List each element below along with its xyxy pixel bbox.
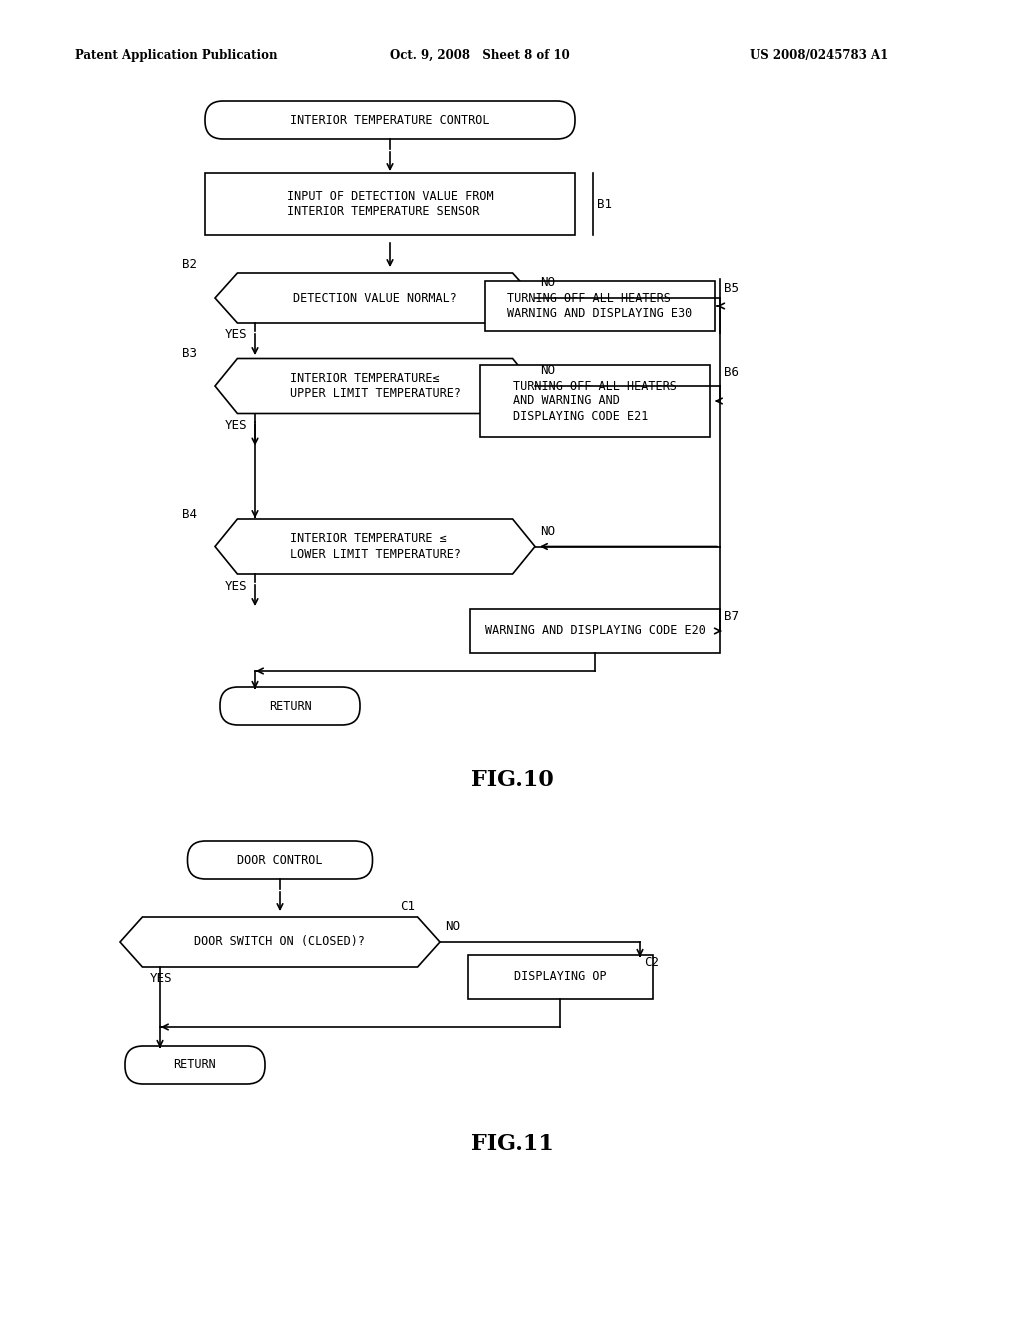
Text: TURNING OFF ALL HEATERS
AND WARNING AND
DISPLAYING CODE E21: TURNING OFF ALL HEATERS AND WARNING AND … xyxy=(513,380,677,422)
Bar xyxy=(480,366,710,437)
FancyBboxPatch shape xyxy=(187,841,373,879)
Text: YES: YES xyxy=(225,418,248,432)
Text: B5: B5 xyxy=(724,282,739,296)
FancyBboxPatch shape xyxy=(205,102,575,139)
Text: YES: YES xyxy=(150,973,172,986)
Bar xyxy=(470,609,720,653)
Polygon shape xyxy=(120,917,440,968)
Text: INTERIOR TEMPERATURE ≤
LOWER LIMIT TEMPERATURE?: INTERIOR TEMPERATURE ≤ LOWER LIMIT TEMPE… xyxy=(290,532,461,561)
Text: B7: B7 xyxy=(724,610,739,623)
Text: YES: YES xyxy=(225,579,248,593)
Text: NO: NO xyxy=(540,525,555,539)
Text: Patent Application Publication: Patent Application Publication xyxy=(75,49,278,62)
Text: B2: B2 xyxy=(182,259,197,272)
Text: FIG.10: FIG.10 xyxy=(471,770,553,791)
FancyBboxPatch shape xyxy=(220,686,360,725)
Text: DISPLAYING OP: DISPLAYING OP xyxy=(514,970,606,983)
FancyBboxPatch shape xyxy=(125,1045,265,1084)
Text: INTERIOR TEMPERATURE CONTROL: INTERIOR TEMPERATURE CONTROL xyxy=(290,114,489,127)
Text: NO: NO xyxy=(445,920,460,933)
Text: DOOR SWITCH ON (CLOSED)?: DOOR SWITCH ON (CLOSED)? xyxy=(195,936,366,949)
Bar xyxy=(468,954,652,999)
Text: RETURN: RETURN xyxy=(174,1059,216,1072)
Text: DOOR CONTROL: DOOR CONTROL xyxy=(238,854,323,866)
Text: INPUT OF DETECTION VALUE FROM
INTERIOR TEMPERATURE SENSOR: INPUT OF DETECTION VALUE FROM INTERIOR T… xyxy=(287,190,494,218)
Text: B6: B6 xyxy=(724,367,739,380)
Text: B3: B3 xyxy=(182,347,197,360)
Text: B1: B1 xyxy=(597,198,612,210)
Bar xyxy=(205,173,575,235)
Text: FIG.11: FIG.11 xyxy=(471,1133,553,1155)
Text: YES: YES xyxy=(225,329,248,342)
Polygon shape xyxy=(215,359,535,413)
Polygon shape xyxy=(215,273,535,323)
Text: B4: B4 xyxy=(182,507,197,520)
Text: DETECTION VALUE NORMAL?: DETECTION VALUE NORMAL? xyxy=(293,292,457,305)
Text: NO: NO xyxy=(540,276,555,289)
Text: US 2008/0245783 A1: US 2008/0245783 A1 xyxy=(750,49,888,62)
Polygon shape xyxy=(215,519,535,574)
Text: INTERIOR TEMPERATURE≤
UPPER LIMIT TEMPERATURE?: INTERIOR TEMPERATURE≤ UPPER LIMIT TEMPER… xyxy=(290,372,461,400)
Text: C1: C1 xyxy=(400,900,415,913)
Text: TURNING OFF ALL HEATERS
WARNING AND DISPLAYING E30: TURNING OFF ALL HEATERS WARNING AND DISP… xyxy=(507,292,692,319)
Text: NO: NO xyxy=(540,364,555,378)
Text: WARNING AND DISPLAYING CODE E20: WARNING AND DISPLAYING CODE E20 xyxy=(484,624,706,638)
Text: Oct. 9, 2008   Sheet 8 of 10: Oct. 9, 2008 Sheet 8 of 10 xyxy=(390,49,569,62)
Text: RETURN: RETURN xyxy=(268,700,311,713)
Bar xyxy=(485,281,715,331)
Text: C2: C2 xyxy=(644,957,659,969)
